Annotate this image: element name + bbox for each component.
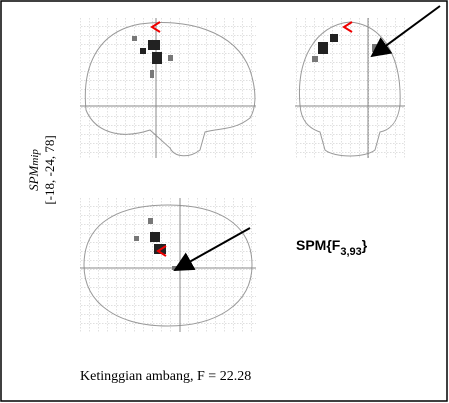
statistic-close: } xyxy=(362,237,368,253)
caption: Ketinggian ambang, F = 22.28 xyxy=(80,369,251,384)
arrow xyxy=(370,5,441,58)
sagittal-view xyxy=(80,18,256,158)
arrow xyxy=(173,227,251,271)
axial-view xyxy=(80,198,256,332)
coronal-view xyxy=(295,18,405,158)
statistic-label: SPM{F3,93} xyxy=(296,237,368,258)
statistic-subscript: 3,93 xyxy=(340,246,361,258)
mip-name: SPM xyxy=(26,164,41,190)
mip-subscript: mip xyxy=(29,149,41,166)
mip-label: SPMmip xyxy=(26,149,41,191)
side-label: SPMmip [-18, -24, 78] xyxy=(26,135,57,204)
statistic-name: SPM{F xyxy=(296,237,341,253)
coordinates: [-18, -24, 78] xyxy=(42,135,57,204)
